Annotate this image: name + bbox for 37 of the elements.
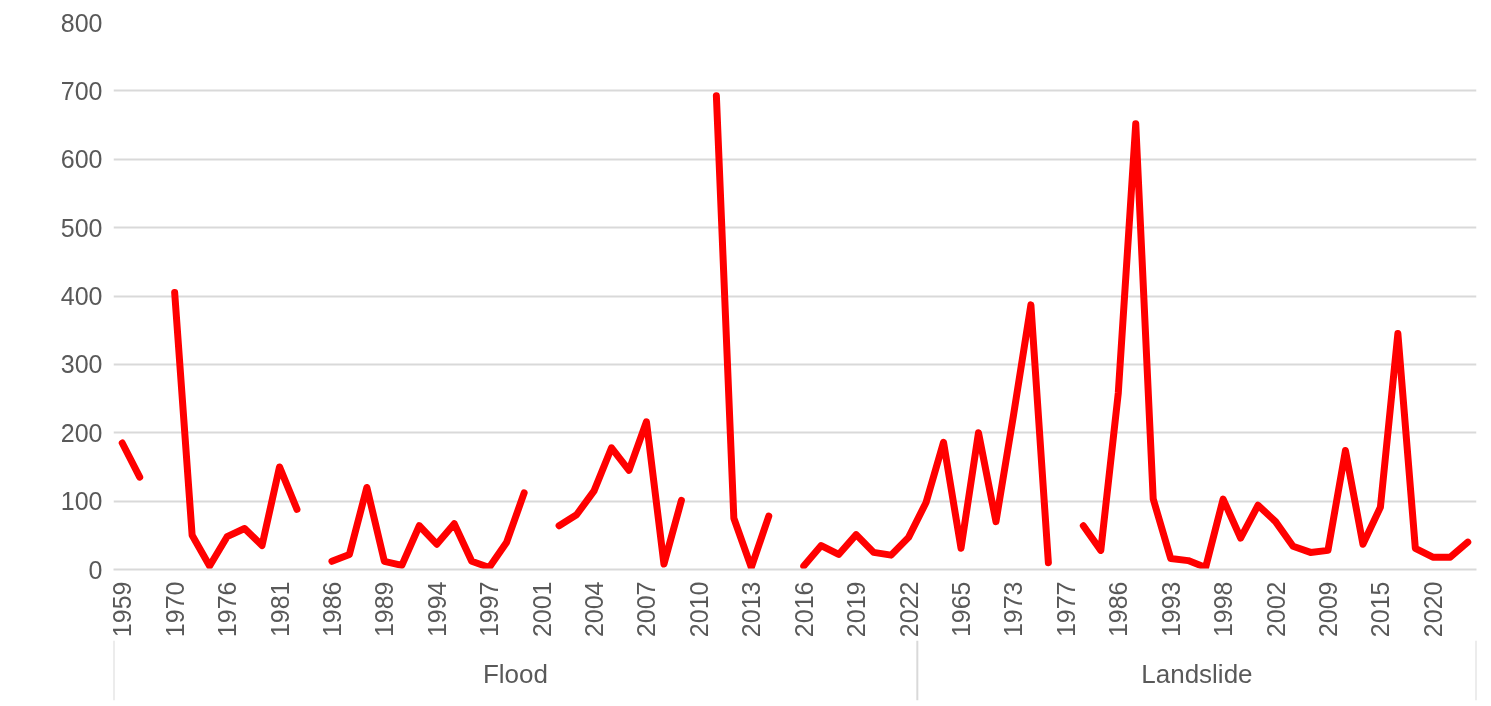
x-tick-label: 2016: [789, 581, 818, 638]
y-tick-label: 200: [60, 418, 103, 447]
text: Landslide: [1141, 658, 1253, 689]
x-tick-label: 2007: [632, 581, 661, 638]
x-tick-label: 2002: [1261, 581, 1290, 638]
y-tick-label: 0: [88, 555, 103, 584]
x-tick-label: 1981: [265, 581, 294, 638]
x-tick-label: 2004: [580, 581, 609, 638]
x-tick-label: 1986: [317, 581, 346, 638]
x-tick-label: 1965: [947, 581, 976, 638]
x-tick-label: 1986: [1104, 581, 1133, 638]
x-tick-label: 2022: [894, 581, 923, 638]
x-tick-label: 2013: [737, 581, 766, 638]
x-tick-label: 1994: [422, 581, 451, 638]
x-tick-label: 1976: [213, 581, 242, 638]
x-tick-label: 1970: [160, 581, 189, 638]
x-tick-label: 1989: [370, 581, 399, 638]
y-tick-label: 500: [60, 213, 103, 242]
x-tick-label: 2001: [527, 581, 556, 638]
x-tick-label: 1959: [108, 581, 137, 638]
y-tick-label: 800: [60, 8, 103, 37]
x-tick-label: 2010: [684, 581, 713, 638]
x-tick-label: 1998: [1209, 581, 1238, 638]
y-tick-label: 700: [60, 76, 103, 105]
x-tick-label: 1973: [999, 581, 1028, 638]
y-tick-label: 600: [60, 145, 103, 174]
x-tick-label: 1997: [475, 581, 504, 638]
x-tick-label: 2009: [1313, 581, 1342, 638]
x-tick-label: 2019: [842, 581, 871, 638]
y-tick-label: 400: [60, 282, 103, 310]
x-tick-label: 1993: [1156, 581, 1185, 638]
x-tick-label: 2020: [1418, 581, 1447, 638]
text: Flood: [482, 658, 548, 689]
x-tick-label: 2015: [1366, 581, 1395, 638]
y-tick-label: 100: [60, 487, 103, 516]
x-tick-label: 1977: [1051, 581, 1080, 638]
y-tick-label: 300: [60, 350, 103, 379]
